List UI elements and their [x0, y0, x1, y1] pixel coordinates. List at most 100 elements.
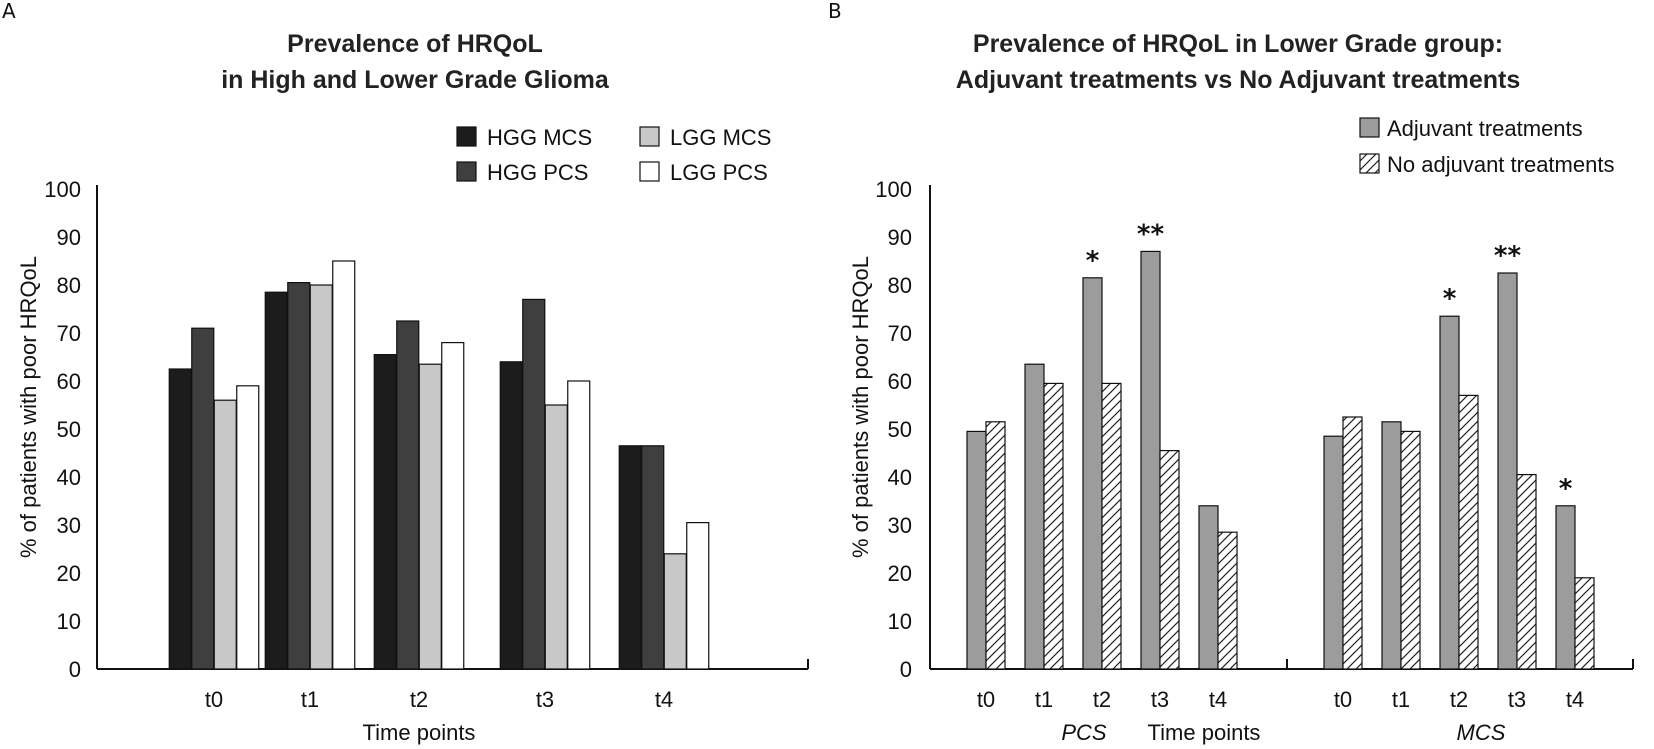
chart-b-x-tick-label: t4 [1566, 687, 1584, 712]
chart-a-bar-hgg-mcs-t0 [168, 368, 192, 670]
chart-a-y-tick-label: 100 [44, 177, 81, 202]
chart-b-y-tick-label: 10 [888, 609, 912, 634]
chart-a-bar-lgg-pcs-t3 [567, 380, 591, 670]
chart-b-significance-star: * [1086, 246, 1100, 276]
chart-b-y-tick-label: 80 [888, 273, 912, 298]
chart-b-x-tick-label: t3 [1508, 687, 1526, 712]
chart-b-x-tick-label: t0 [977, 687, 995, 712]
chart-a-legend-swatch [639, 161, 660, 182]
chart-a-y-tick-label: 50 [57, 417, 81, 442]
chart-a-x-tick-label: t0 [205, 687, 223, 712]
chart-b-significance-star: ** [1494, 241, 1522, 271]
chart-b-y-axis-label: % of patients with poor HRQoL [848, 256, 873, 558]
chart-b-bar-pcs-no-adjuvant-treatments-t2 [1101, 382, 1122, 670]
chart-b-bar-mcs-adjuvant-treatments-t0 [1323, 435, 1344, 670]
panel-b-letter: B [828, 0, 842, 23]
chart-a-bar-lgg-mcs-t4 [663, 553, 687, 670]
chart-b-group-label-mcs: MCS [1457, 720, 1506, 745]
chart-a-y-tick-label: 0 [69, 657, 81, 682]
chart-b-legend-label: No adjuvant treatments [1387, 152, 1614, 177]
chart-a-y-tick-label: 70 [57, 321, 81, 346]
chart-a-title-line2: in High and Lower Grade Glioma [221, 66, 610, 94]
chart-a-legend-label: HGG PCS [487, 160, 588, 185]
chart-b-y-tick-label: 30 [888, 513, 912, 538]
chart-a-legend-label: LGG MCS [670, 125, 771, 150]
chart-a-legend-swatch [456, 161, 477, 182]
chart-b-bar-mcs-adjuvant-treatments-t1 [1381, 421, 1402, 670]
chart-b-y-tick-label: 100 [875, 177, 912, 202]
chart-a-legend-label: HGG MCS [487, 125, 592, 150]
chart-a-bar-lgg-mcs-t0 [213, 399, 237, 670]
chart-a-bar-hgg-pcs-t3 [522, 298, 546, 670]
chart-b-x-tick-label: t2 [1450, 687, 1468, 712]
chart-b-bar-pcs-adjuvant-treatments-t3 [1140, 250, 1161, 670]
chart-b-bar-mcs-no-adjuvant-treatments-t4 [1574, 577, 1595, 670]
chart-a-x-tick-label: t4 [655, 687, 673, 712]
chart-a-x-tick-label: t2 [410, 687, 428, 712]
chart-b-title-line1: Prevalence of HRQoL in Lower Grade group… [973, 30, 1503, 58]
chart-b-legend-swatch [1359, 153, 1380, 174]
chart-a-bar-hgg-mcs-t4 [618, 445, 642, 670]
chart-b-bar-pcs-adjuvant-treatments-t2 [1082, 277, 1103, 670]
panel-a-letter: A [2, 0, 16, 23]
chart-b-legend-label: Adjuvant treatments [1387, 116, 1583, 141]
chart-a-bar-lgg-pcs-t2 [441, 342, 465, 670]
chart-a-y-tick-label: 60 [57, 369, 81, 394]
chart-b-y-tick-label: 20 [888, 561, 912, 586]
chart-a-bar-hgg-mcs-t2 [373, 354, 397, 670]
chart-a-bar-lgg-pcs-t0 [236, 385, 260, 670]
chart-b-y-tick-label: 40 [888, 465, 912, 490]
chart-a-y-tick-label: 80 [57, 273, 81, 298]
chart-a-legend-label: LGG PCS [670, 160, 768, 185]
chart-b-x-axis-label: Time points [1148, 720, 1261, 745]
chart-b-bar-pcs-no-adjuvant-treatments-t3 [1159, 450, 1180, 670]
chart-a-bar-hgg-mcs-t1 [264, 291, 288, 670]
chart-b-y-tick-label: 50 [888, 417, 912, 442]
chart-b-bar-mcs-no-adjuvant-treatments-t3 [1516, 474, 1537, 670]
chart-a: Prevalence of HRQoL in High and Lower Gr… [16, 30, 809, 745]
chart-b-bar-mcs-no-adjuvant-treatments-t0 [1342, 416, 1363, 670]
chart-a-bar-hgg-pcs-t4 [641, 445, 665, 670]
chart-a-bar-hgg-pcs-t2 [396, 320, 420, 670]
chart-b-x-tick-label: t2 [1093, 687, 1111, 712]
chart-a-bar-lgg-mcs-t3 [544, 404, 568, 670]
chart-a-bar-lgg-pcs-t4 [686, 521, 710, 670]
chart-a-legend-swatch [639, 126, 660, 147]
chart-a-bar-lgg-pcs-t1 [332, 260, 356, 670]
chart-b-significance-star: * [1559, 474, 1573, 504]
chart-a-x-tick-label: t1 [301, 687, 319, 712]
chart-a-y-tick-label: 40 [57, 465, 81, 490]
chart-a-bar-hgg-pcs-t0 [191, 327, 215, 670]
chart-b-legend-swatch [1359, 117, 1380, 138]
chart-a-x-tick-label: t3 [536, 687, 554, 712]
chart-b-y-tick-label: 70 [888, 321, 912, 346]
chart-b-x-tick-label: t3 [1151, 687, 1169, 712]
chart-b-y-tick-label: 60 [888, 369, 912, 394]
chart-b-bar-pcs-adjuvant-treatments-t4 [1198, 505, 1219, 670]
chart-b-x-tick-label: t0 [1334, 687, 1352, 712]
chart-b-significance-star: * [1443, 284, 1457, 314]
chart-a-legend-swatch [456, 126, 477, 147]
chart-a-bar-hgg-mcs-t3 [499, 361, 523, 670]
chart-a-bar-hgg-pcs-t1 [287, 282, 311, 670]
chart-a-y-tick-label: 30 [57, 513, 81, 538]
chart-b-group-label-pcs: PCS [1061, 720, 1107, 745]
chart-b-bar-pcs-no-adjuvant-treatments-t0 [985, 421, 1006, 670]
chart-b-y-tick-label: 0 [900, 657, 912, 682]
chart-b-bar-pcs-adjuvant-treatments-t0 [966, 430, 987, 670]
chart-a-y-tick-label: 90 [57, 225, 81, 250]
chart-b-bar-mcs-no-adjuvant-treatments-t2 [1458, 394, 1479, 670]
chart-a-y-tick-label: 20 [57, 561, 81, 586]
chart-b-bar-pcs-no-adjuvant-treatments-t4 [1217, 531, 1238, 670]
chart-a-bar-lgg-mcs-t2 [418, 363, 442, 670]
chart-b-x-tick-label: t1 [1035, 687, 1053, 712]
chart-b-bar-mcs-adjuvant-treatments-t2 [1439, 315, 1460, 670]
chart-a-y-tick-label: 10 [57, 609, 81, 634]
chart-b-y-tick-label: 90 [888, 225, 912, 250]
chart-a-title-line1: Prevalence of HRQoL [287, 30, 543, 58]
chart-b-significance-star: ** [1137, 219, 1165, 249]
chart-a-x-axis-label: Time points [363, 720, 476, 745]
chart-b-x-tick-label: t1 [1392, 687, 1410, 712]
chart-b-bar-pcs-no-adjuvant-treatments-t1 [1043, 382, 1064, 670]
